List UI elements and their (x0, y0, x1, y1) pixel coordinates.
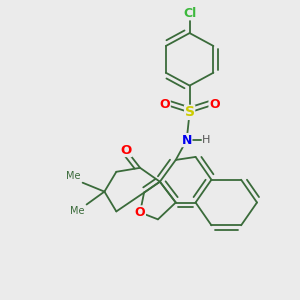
Text: Me: Me (66, 171, 81, 181)
Text: N: N (182, 134, 192, 147)
Text: H: H (202, 135, 211, 145)
Text: O: O (209, 98, 220, 111)
Text: O: O (121, 143, 132, 157)
Text: S: S (184, 105, 195, 119)
Text: Me: Me (70, 206, 85, 217)
Text: Cl: Cl (183, 7, 196, 20)
Text: O: O (135, 206, 146, 219)
Text: O: O (160, 98, 170, 111)
